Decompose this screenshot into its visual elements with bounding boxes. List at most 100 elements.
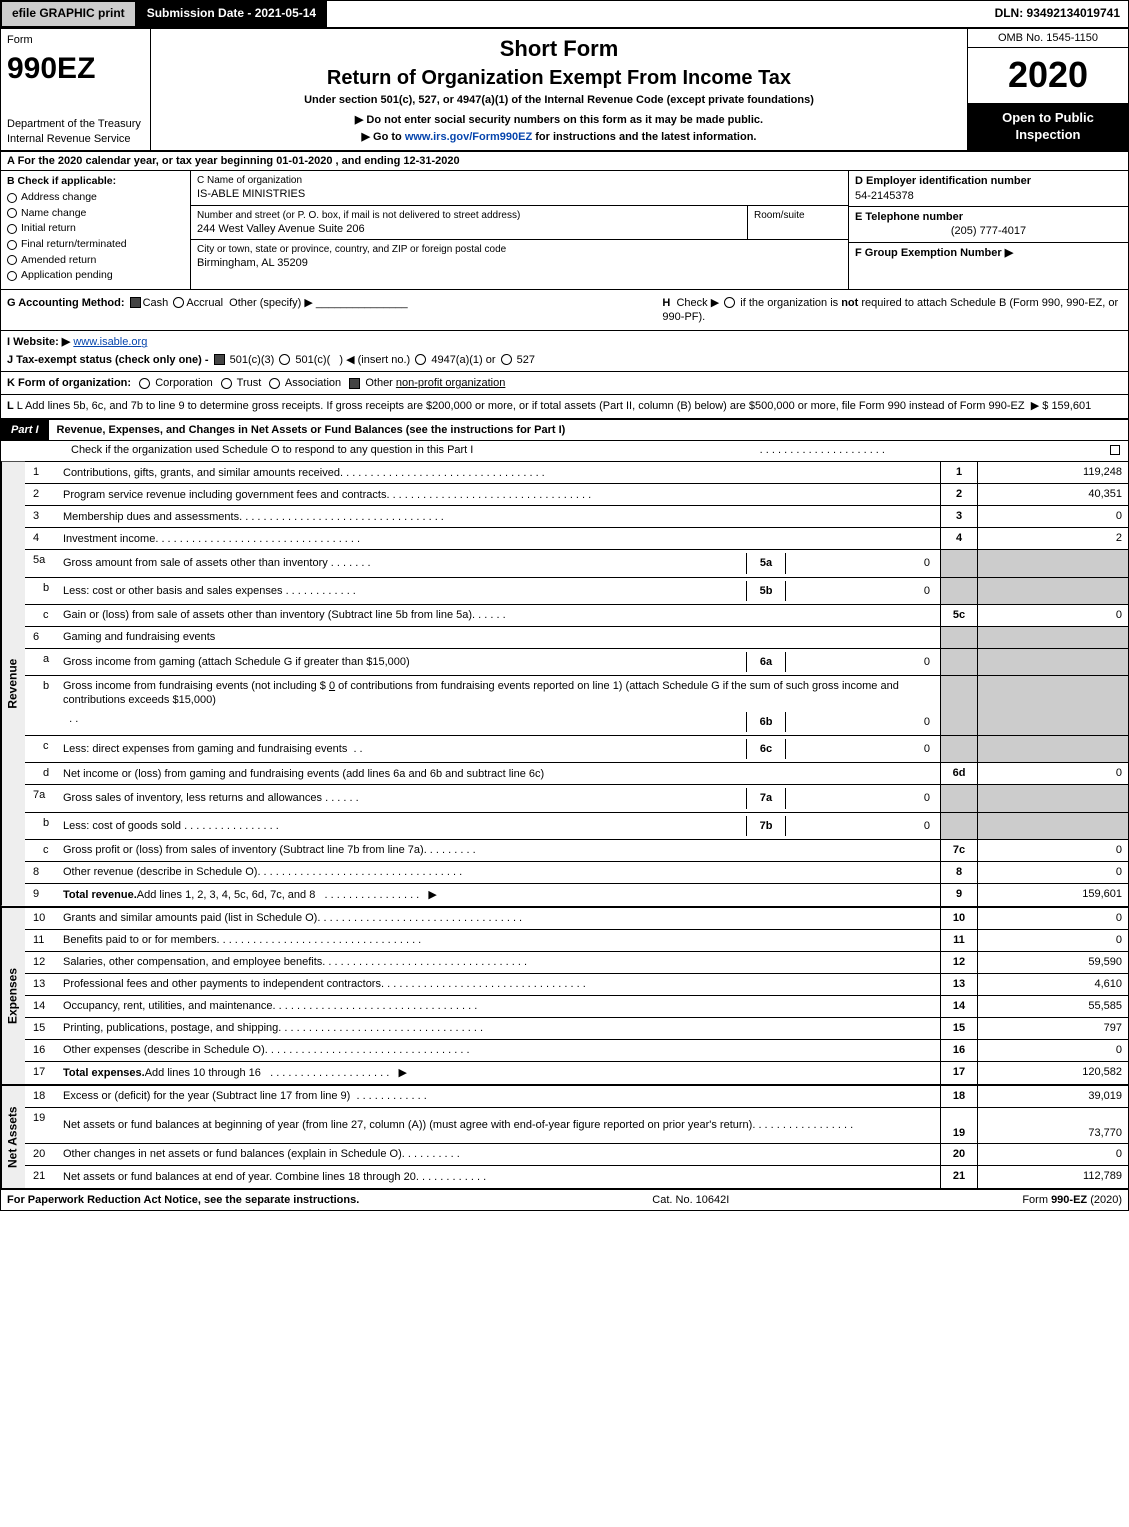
checkbox-accrual[interactable] [173,297,184,308]
checkbox-name-change[interactable] [7,208,17,218]
open-public-inspection: Open to Public Inspection [968,104,1128,150]
form-990ez-page: efile GRAPHIC print Submission Date - 20… [0,0,1129,1211]
table-row: aGross income from gaming (attach Schedu… [25,649,1128,676]
checkbox-4947[interactable] [415,354,426,365]
table-row: cGain or (loss) from sale of assets othe… [25,605,1128,627]
short-form-title: Short Form [159,35,959,64]
revenue-section: Revenue 1Contributions, gifts, grants, a… [1,462,1128,908]
checkbox-cash[interactable] [130,297,141,308]
under-section: Under section 501(c), 527, or 4947(a)(1)… [159,93,959,107]
header-mid: Short Form Return of Organization Exempt… [151,29,968,150]
street-value: 244 West Valley Avenue Suite 206 [197,222,741,236]
ssn-warning: ▶ Do not enter social security numbers o… [159,113,959,127]
part-i-subtitle-text: Check if the organization used Schedule … [71,443,760,457]
table-row: cGross profit or (loss) from sales of in… [25,840,1128,862]
row-g-h: G Accounting Method: Cash Accrual Other … [1,290,1128,332]
g-accrual: Accrual [186,297,223,309]
checkbox-initial-return[interactable] [7,224,17,234]
goto-instructions: ▶ Go to www.irs.gov/Form990EZ for instru… [159,130,959,144]
b-opt-2: Initial return [21,222,76,236]
part-i-title: Revenue, Expenses, and Changes in Net As… [49,420,574,440]
revenue-table: 1Contributions, gifts, grants, and simil… [25,462,1128,906]
checkbox-501c3[interactable] [214,354,225,365]
checkbox-address-change[interactable] [7,193,17,203]
table-row: 6Gaming and fundraising events [25,627,1128,649]
b-opt-4: Amended return [21,254,96,268]
checkbox-amended-return[interactable] [7,255,17,265]
table-row: 10Grants and similar amounts paid (list … [25,908,1128,930]
l-text: L Add lines 5b, 6c, and 7b to line 9 to … [17,400,1025,412]
table-row: 4Investment income42 [25,528,1128,550]
g-label: G Accounting Method: [7,297,125,309]
table-row: 20Other changes in net assets or fund ba… [25,1144,1128,1166]
section-b: B Check if applicable: Address change Na… [1,171,191,288]
table-row: 19Net assets or fund balances at beginni… [25,1108,1128,1144]
topbar-spacer [327,1,986,27]
k-label: K Form of organization: [7,377,131,389]
section-i-j: I Website: ▶ www.isable.org J Tax-exempt… [1,331,1128,372]
ein-value: 54-2145378 [855,189,1122,203]
ein-label: D Employer identification number [855,174,1122,188]
checkbox-schedule-o[interactable] [1110,445,1120,455]
form-number: 990EZ [7,49,144,88]
sections-d-e-f: D Employer identification number 54-2145… [848,171,1128,288]
revenue-side-label: Revenue [1,462,25,906]
table-row: 21Net assets or fund balances at end of … [25,1166,1128,1188]
street-label: Number and street (or P. O. box, if mail… [197,209,741,222]
table-row: 13Professional fees and other payments t… [25,974,1128,996]
b-opt-1: Name change [21,207,86,221]
g-cash: Cash [143,297,169,309]
irs-link[interactable]: www.irs.gov/Form990EZ [405,131,532,143]
checkbox-other-org[interactable] [349,378,360,389]
k-other-text: non-profit organization [396,377,505,389]
footer-right: Form 990-EZ (2020) [1022,1193,1122,1207]
section-b-label: B Check if applicable: [7,175,184,189]
net-assets-table: 18Excess or (deficit) for the year (Subt… [25,1086,1128,1188]
j-label: J Tax-exempt status (check only one) - [7,354,209,366]
checkbox-corporation[interactable] [139,378,150,389]
efile-print-button[interactable]: efile GRAPHIC print [1,1,136,27]
section-g: G Accounting Method: Cash Accrual Other … [7,296,650,310]
page-footer: For Paperwork Reduction Act Notice, see … [1,1190,1128,1210]
form-header: Form 990EZ Department of the Treasury In… [1,29,1128,152]
section-j: J Tax-exempt status (check only one) - 5… [7,353,1122,367]
submission-date-button[interactable]: Submission Date - 2021-05-14 [136,1,327,27]
table-row: 11Benefits paid to or for members110 [25,930,1128,952]
table-row: dNet income or (loss) from gaming and fu… [25,763,1128,785]
table-row: cLess: direct expenses from gaming and f… [25,736,1128,763]
checkbox-application-pending[interactable] [7,271,17,281]
l-amount: 159,601 [1051,400,1091,412]
table-row: 12Salaries, other compensation, and empl… [25,952,1128,974]
line-a-tax-year: A For the 2020 calendar year, or tax yea… [1,152,1128,171]
footer-left: For Paperwork Reduction Act Notice, see … [7,1193,359,1207]
room-label: Room/suite [754,209,842,222]
table-row: 16Other expenses (describe in Schedule O… [25,1040,1128,1062]
footer-mid: Cat. No. 10642I [652,1193,729,1207]
table-row: 15Printing, publications, postage, and s… [25,1018,1128,1040]
irs-label: Internal Revenue Service [7,132,144,146]
b-opt-0: Address change [21,191,97,205]
section-h: H Check ▶ if the organization is not req… [662,296,1122,325]
table-row: bLess: cost of goods sold . . . . . . . … [25,813,1128,840]
omb-number: OMB No. 1545-1150 [968,29,1128,48]
checkbox-association[interactable] [269,378,280,389]
table-row: b Gross income from fundraising events (… [25,676,1128,736]
checkbox-trust[interactable] [221,378,232,389]
part-i-subtitle: Check if the organization used Schedule … [1,441,1128,462]
phone-label: E Telephone number [855,210,1122,224]
table-row: 5aGross amount from sale of assets other… [25,550,1128,577]
org-name: IS-ABLE MINISTRIES [197,187,842,201]
checkbox-final-return[interactable] [7,240,17,250]
table-row: 14Occupancy, rent, utilities, and mainte… [25,996,1128,1018]
table-row: bLess: cost or other basis and sales exp… [25,578,1128,605]
checkbox-527[interactable] [501,354,512,365]
b-opt-3: Final return/terminated [21,238,127,252]
subtitle-dots: . . . . . . . . . . . . . . . . . . . . … [760,443,1104,457]
entity-grid: B Check if applicable: Address change Na… [1,171,1128,289]
return-title: Return of Organization Exempt From Incom… [159,65,959,91]
checkbox-schedule-b[interactable] [724,297,735,308]
table-row: 8Other revenue (describe in Schedule O)8… [25,862,1128,884]
checkbox-501c[interactable] [279,354,290,365]
website-link[interactable]: www.isable.org [73,336,147,348]
table-row: 18Excess or (deficit) for the year (Subt… [25,1086,1128,1108]
